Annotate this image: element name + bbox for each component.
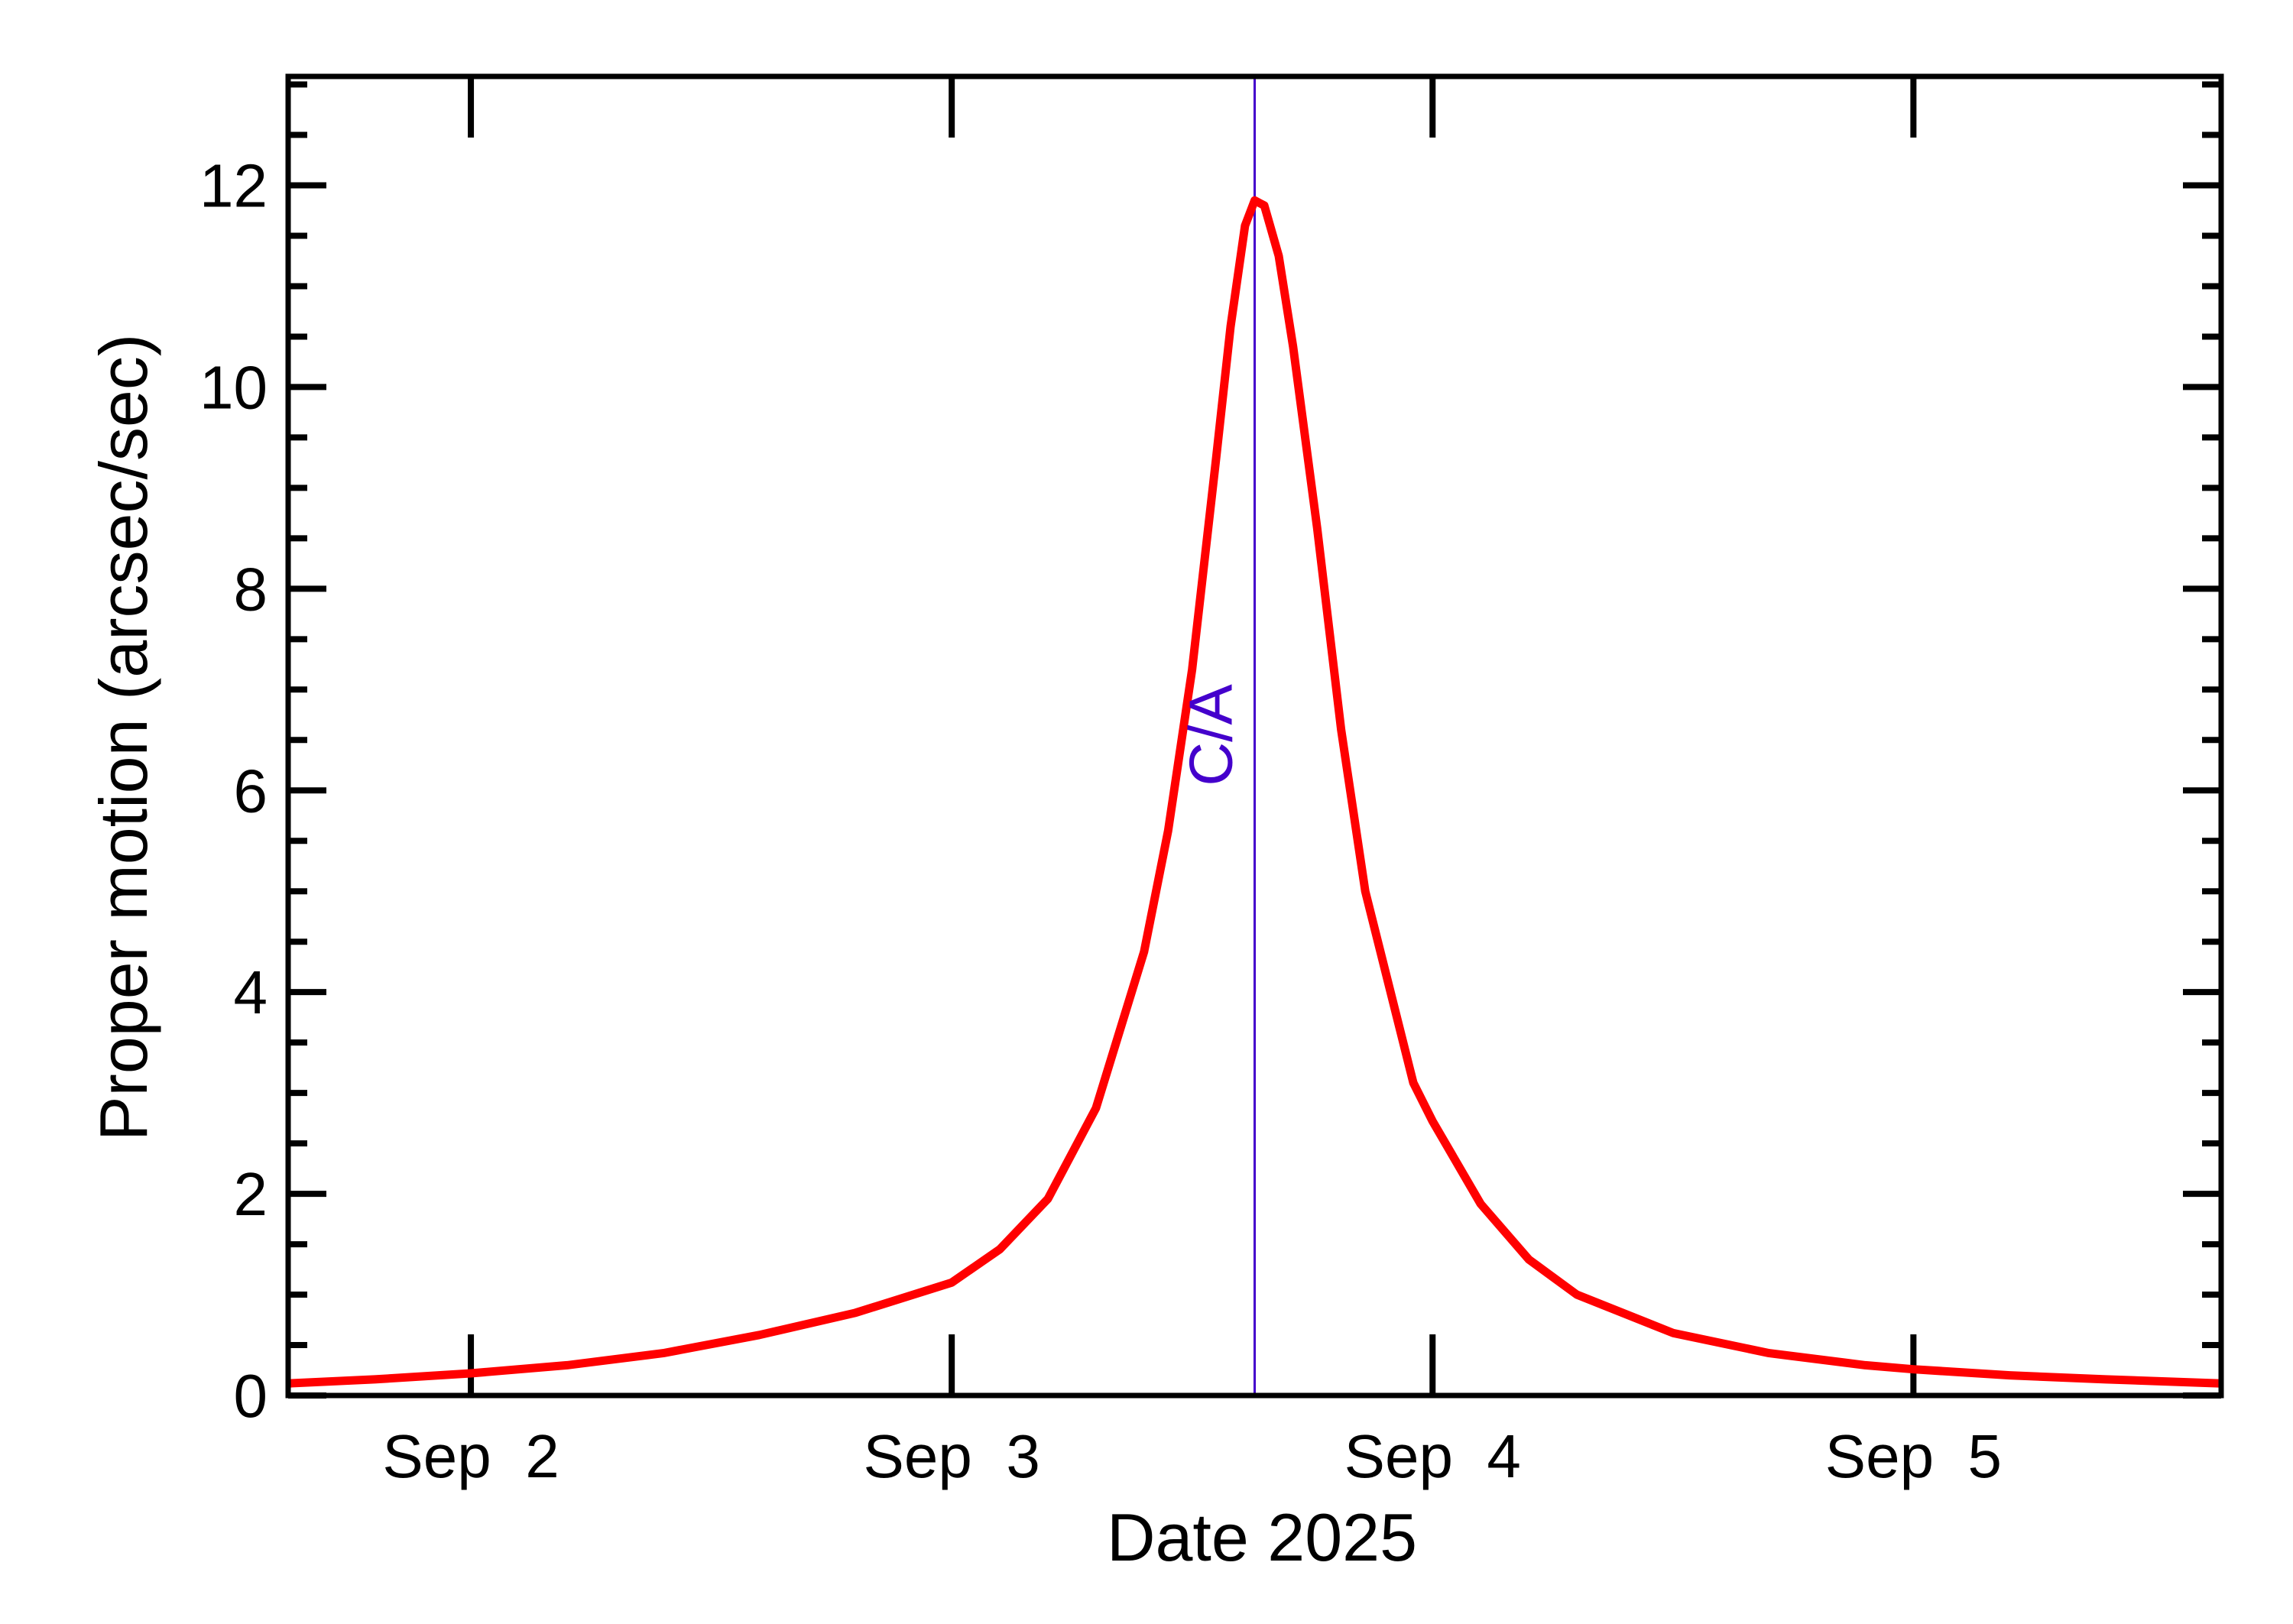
y-axis-title: Proper motion (arcsec/sec) <box>86 334 161 1141</box>
y-tick-label: 10 <box>199 353 268 421</box>
plot-frame <box>285 73 2224 1399</box>
y-tick-label: 12 <box>199 152 268 220</box>
proper-motion-curve <box>287 196 2222 1388</box>
x-tick-label: Sep 5 <box>1825 1422 2002 1490</box>
y-tick-labels: 0 2 4 6 8 10 12 <box>199 152 268 1430</box>
y-tick-label: 2 <box>234 1160 268 1228</box>
axis-major-ticks <box>288 76 2221 1399</box>
y-tick-label: 8 <box>234 555 268 623</box>
y-tick-label: 0 <box>234 1362 268 1430</box>
ca-label: C/A <box>1177 684 1245 786</box>
x-tick-label: Sep 3 <box>864 1422 1040 1490</box>
x-axis-title: Date 2025 <box>1107 1499 1417 1575</box>
x-tick-label: Sep 2 <box>382 1422 559 1490</box>
y-minor-ticks <box>288 81 2221 1349</box>
y-tick-label: 4 <box>234 958 268 1026</box>
x-tick-labels: Sep 2 Sep 3 Sep 4 Sep 5 <box>382 1422 2002 1490</box>
y-tick-label: 6 <box>234 757 268 825</box>
x-tick-label: Sep 4 <box>1344 1422 1521 1490</box>
